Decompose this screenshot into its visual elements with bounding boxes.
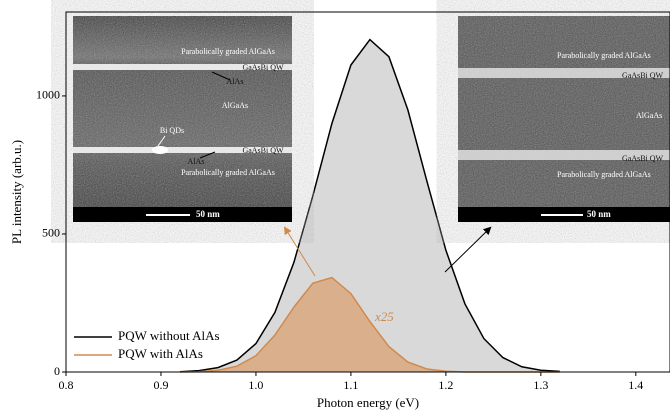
inset-label: AlGaAs: [222, 101, 248, 110]
inset-label: Parabolically graded AlGaAs: [181, 47, 275, 56]
inset-label: GaAsBi QW: [242, 146, 284, 155]
y-tick-label: 500: [42, 226, 60, 240]
annotation: x25: [374, 309, 394, 324]
inset-right: Parabolically graded AlGaAs GaAsBi QW Al…: [458, 16, 670, 222]
tem-noise: [73, 16, 292, 222]
tem-noise: [458, 16, 670, 222]
leader: [199, 151, 216, 159]
series-line: [179, 38, 560, 373]
scale-label: 50 nm: [196, 209, 220, 219]
inset-label: AlAs: [188, 157, 205, 166]
x-tick-label: 1.3: [533, 378, 548, 392]
legend-label: PQW with AlAs: [118, 346, 203, 361]
inset-label: GaAsBi QW: [622, 154, 664, 163]
x-axis-label: Photon energy (eV): [317, 395, 419, 410]
inset-label: AlAs: [227, 77, 244, 86]
inset-left: Parabolically graded AlGaAs GaAsBi QW Al…: [73, 16, 292, 222]
y-tick-label: 0: [54, 364, 60, 378]
qd: [152, 146, 168, 154]
inset-label: GaAsBi QW: [242, 63, 284, 72]
scale-label: 50 nm: [587, 209, 611, 219]
inset-label: Bi QDs: [160, 126, 184, 135]
y-axis-label: PL intensity (arb.u.): [9, 140, 24, 244]
x-tick-label: 1.2: [438, 378, 453, 392]
inset-label: Parabolically graded AlGaAs: [557, 170, 651, 179]
inset-label: AlGaAs: [636, 111, 662, 120]
arrow: [444, 226, 492, 273]
x-tick-label: 1.4: [628, 378, 643, 392]
plot-frame: [65, 11, 670, 373]
qw-band: [458, 150, 670, 160]
area: [180, 277, 560, 372]
qw-band: [73, 147, 292, 153]
x-tick-label: 0.9: [153, 378, 168, 392]
inset-label: Parabolically graded AlGaAs: [181, 168, 275, 177]
qw-band: [73, 64, 292, 70]
x-tick-label: 0.8: [59, 378, 74, 392]
x-tick-label: 1.0: [248, 378, 263, 392]
x-tick-label: 1.1: [343, 378, 358, 392]
arrow: [283, 226, 316, 277]
inset-label: GaAsBi QW: [622, 71, 664, 80]
qw-band: [458, 68, 670, 78]
legend-label: PQW without AlAs: [118, 328, 220, 343]
y-tick-label: 1000: [36, 88, 60, 102]
leader: [211, 71, 231, 81]
inset-label: Parabolically graded AlGaAs: [557, 51, 651, 60]
leader: [157, 135, 166, 147]
area: [180, 39, 560, 372]
